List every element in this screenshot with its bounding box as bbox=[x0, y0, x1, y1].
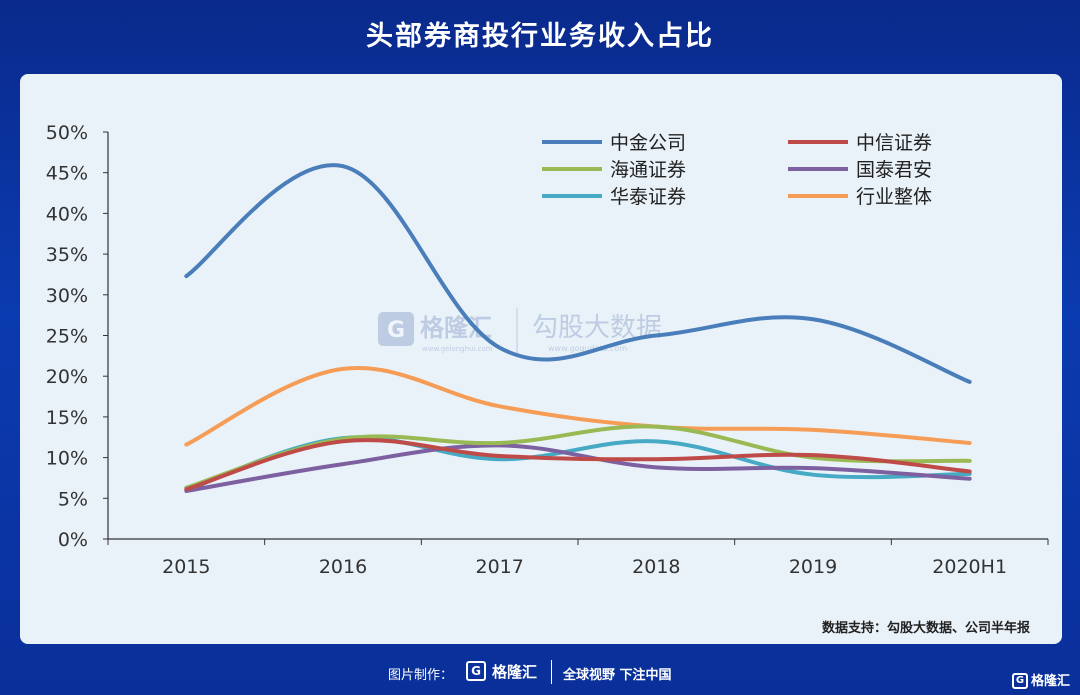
watermark-logo-letter: G bbox=[387, 318, 405, 343]
series-lines bbox=[184, 163, 972, 493]
footer-credit: 图片制作： bbox=[388, 668, 454, 683]
x-tick-label: 2015 bbox=[162, 556, 210, 578]
chart-title: 头部券商投行业务收入占比 bbox=[366, 21, 714, 52]
axes: 0% 5% 10% 15% 20% 25% 30% 35% 40% 45% 50% 2015 2016 2… bbox=[46, 122, 1049, 578]
watermark-brand: 格隆汇 bbox=[420, 314, 492, 342]
watermark-logo-icon bbox=[378, 312, 414, 346]
watermark: G 格隆汇 www.gelonghui.com 勾股大数据 www.goguda… bbox=[378, 308, 662, 354]
footer-slogan: 全球视野 下注中国 bbox=[563, 668, 672, 683]
y-tick-label: 15% bbox=[46, 407, 88, 429]
y-tick-label: 10% bbox=[46, 448, 88, 470]
line-chart: G 格隆汇 www.gelonghui.com 勾股大数据 www.goguda… bbox=[46, 122, 1049, 578]
footer-divider bbox=[551, 660, 552, 684]
legend-label: 行业整体 bbox=[856, 186, 932, 208]
y-tick-label: 20% bbox=[46, 366, 88, 388]
x-tick-label: 2016 bbox=[319, 556, 367, 578]
x-tick-label: 2020H1 bbox=[932, 556, 1007, 578]
legend-label: 国泰君安 bbox=[856, 159, 932, 181]
y-tick-label: 0% bbox=[58, 529, 88, 551]
corner-logo: G 格隆汇 bbox=[1011, 670, 1070, 689]
x-tick-label: 2018 bbox=[632, 556, 680, 578]
y-tick-label: 40% bbox=[46, 203, 88, 225]
footer-brand: 格隆汇 bbox=[492, 663, 538, 681]
series-line-4 bbox=[184, 443, 972, 493]
corner-logo-text: 格隆汇 bbox=[1030, 673, 1070, 689]
footer: 图片制作： G 格隆汇 全球视野 下注中国 bbox=[0, 658, 1080, 688]
y-tick-label: 25% bbox=[46, 326, 88, 348]
y-tick-label: 45% bbox=[46, 163, 88, 185]
gelonghui-logo-icon: G bbox=[466, 661, 486, 681]
x-tick-label: 2019 bbox=[789, 556, 837, 578]
legend-label: 华泰证券 bbox=[610, 186, 686, 208]
corner-logo-icon: G bbox=[1011, 673, 1028, 689]
legend-label: 中信证券 bbox=[856, 132, 932, 154]
watermark-data-url: www.gogudata.com bbox=[548, 344, 627, 353]
source-note: 数据支持：勾股大数据、公司半年报 bbox=[821, 621, 1030, 636]
chart-panel: G 格隆汇 www.gelonghui.com 勾股大数据 www.goguda… bbox=[20, 74, 1062, 644]
legend-label: 中金公司 bbox=[610, 132, 686, 154]
y-tick-label: 30% bbox=[46, 285, 88, 307]
watermark-brand-url: www.gelonghui.com bbox=[422, 345, 493, 353]
legend-label: 海通证券 bbox=[610, 159, 686, 181]
y-tick-label: 50% bbox=[46, 122, 88, 144]
series-line-6 bbox=[184, 366, 972, 447]
series-line-1 bbox=[184, 163, 972, 384]
y-tick-label: 5% bbox=[58, 488, 88, 510]
y-tick-label: 35% bbox=[46, 244, 88, 266]
x-tick-label: 2017 bbox=[475, 556, 523, 578]
series-line-2 bbox=[184, 438, 972, 492]
